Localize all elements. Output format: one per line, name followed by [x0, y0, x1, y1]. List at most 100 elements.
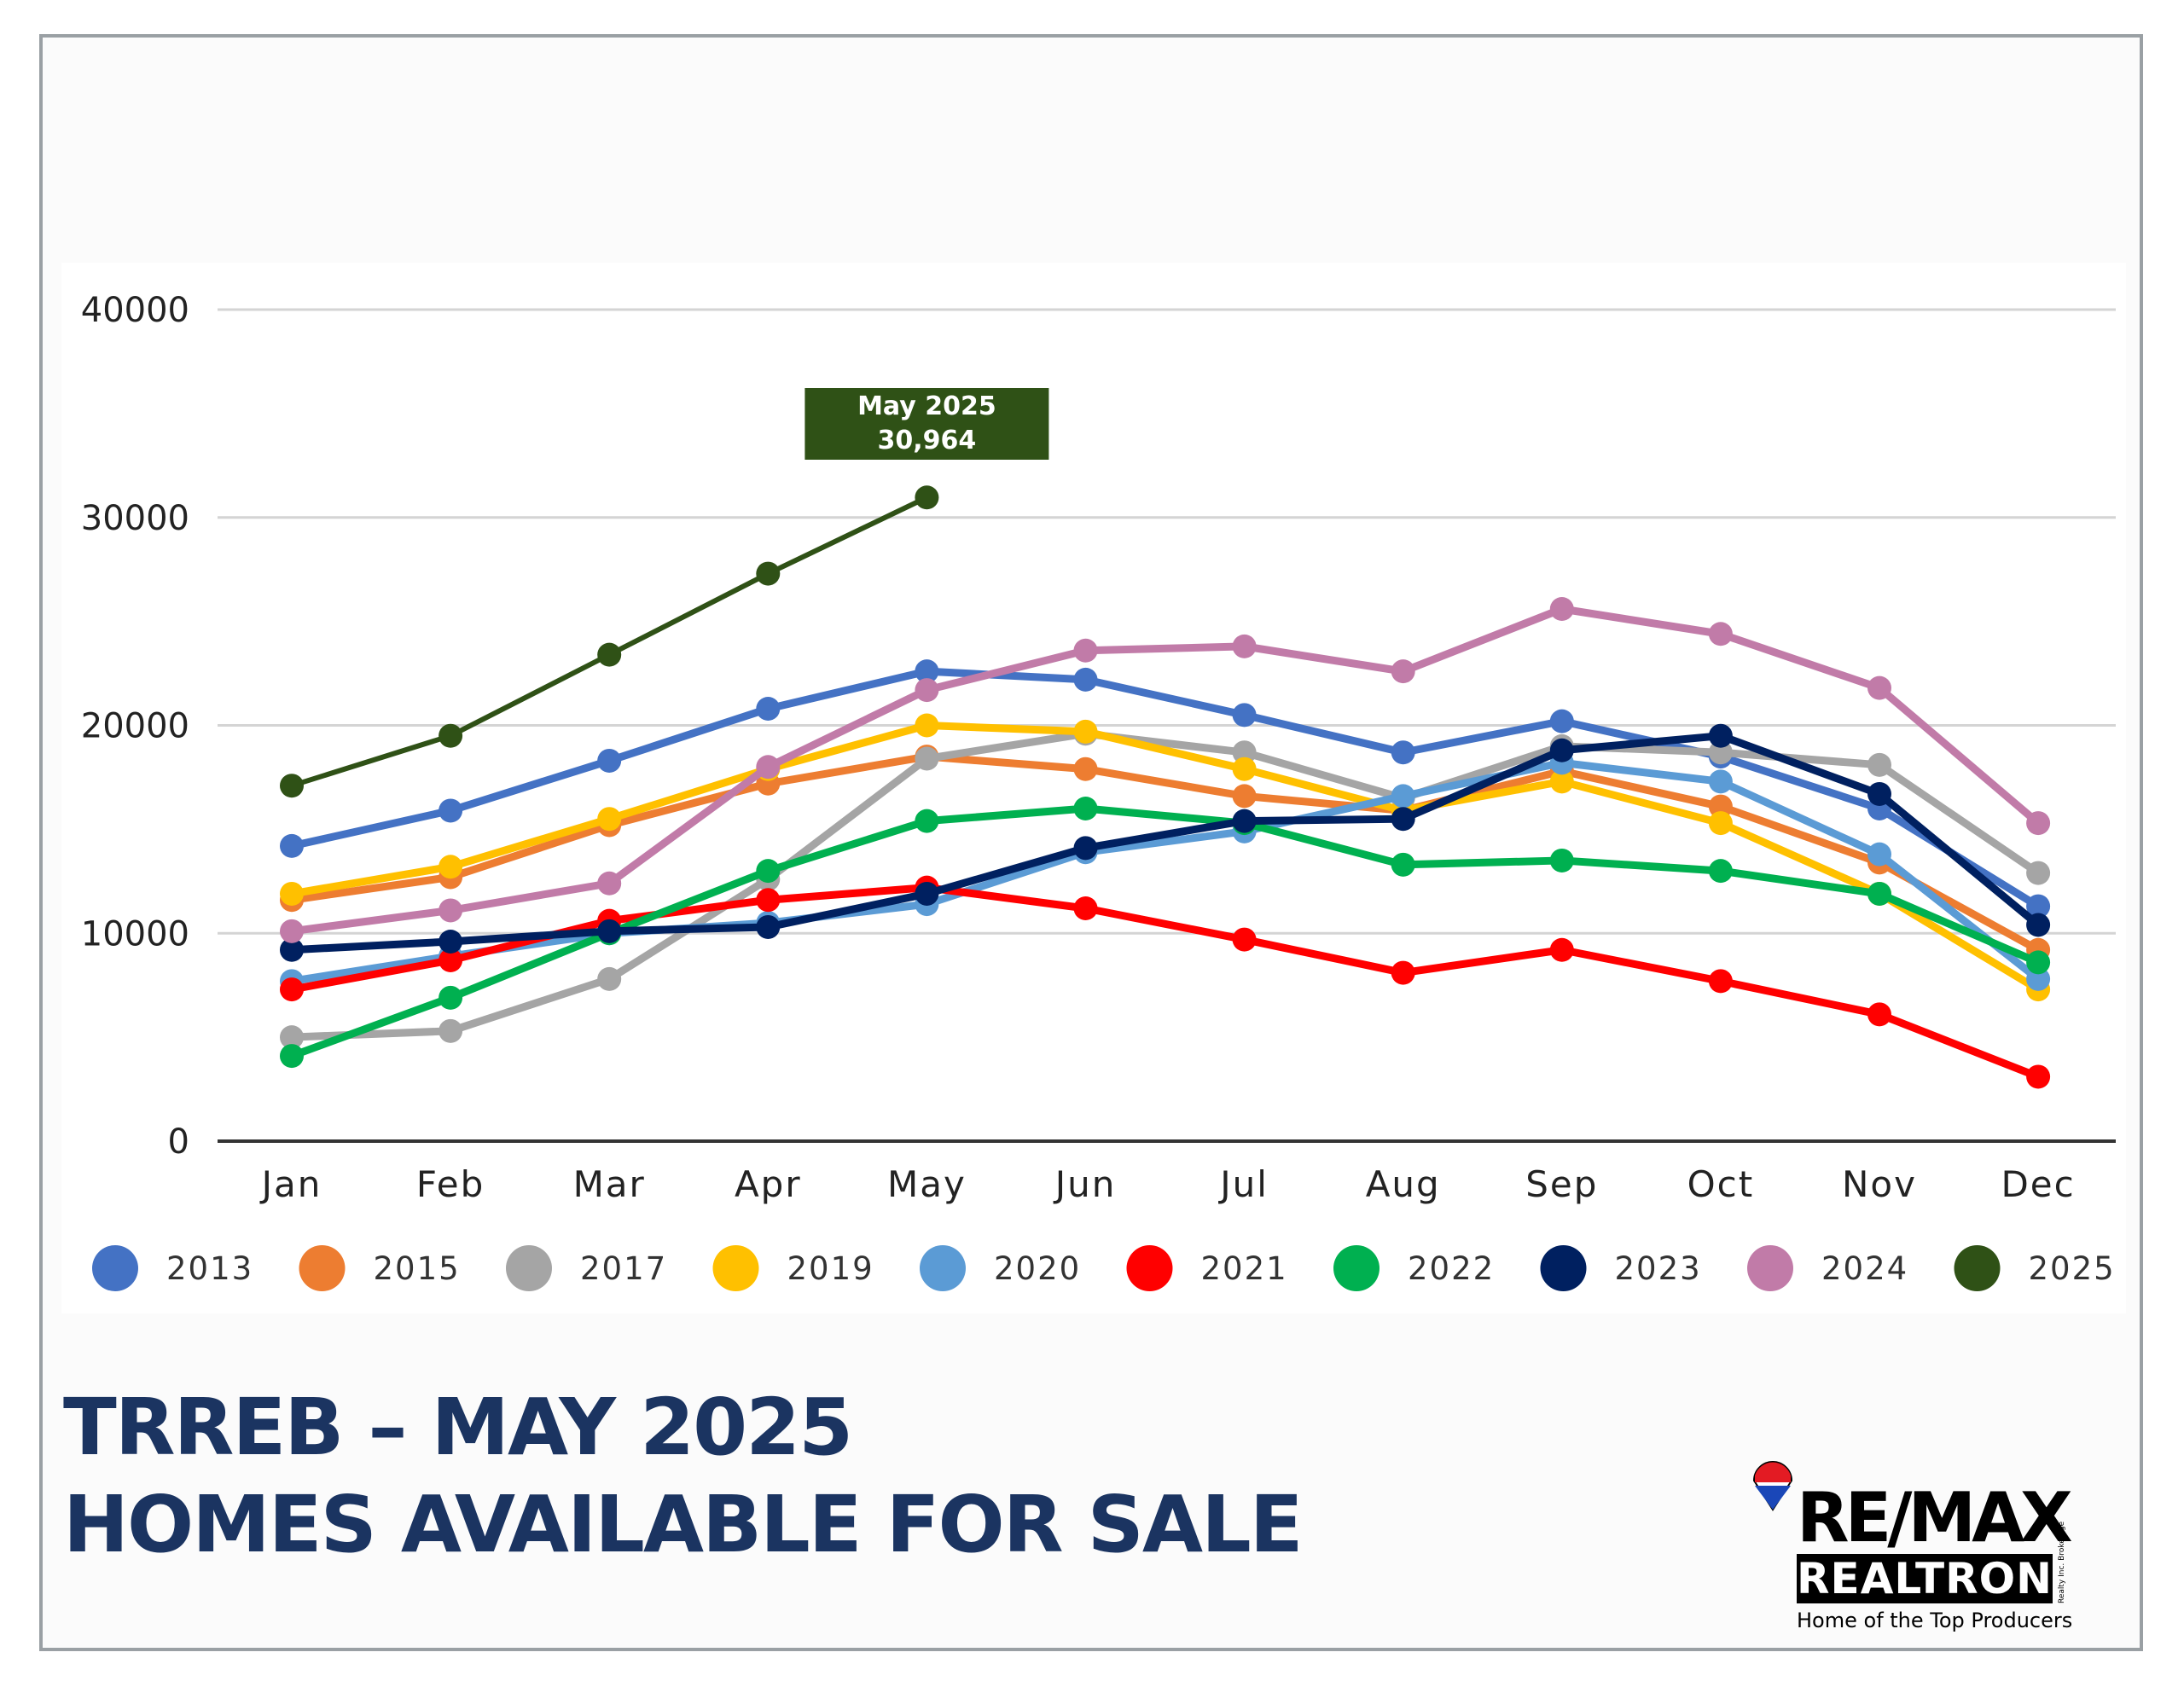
x-tick-label: Jul [1217, 1163, 1269, 1205]
logo-small-print: Realty Inc. Brokerage [2058, 1521, 2066, 1603]
data-point [1232, 809, 1257, 833]
data-point [439, 898, 463, 923]
data-point [2026, 811, 2051, 836]
annotation-label: May 2025 [857, 391, 996, 421]
data-point [280, 833, 304, 858]
data-point [280, 977, 304, 1002]
data-point [439, 1018, 463, 1043]
data-point [1549, 937, 1574, 962]
series-line [288, 804, 2042, 1060]
data-point [1549, 769, 1574, 794]
data-point [1867, 752, 1891, 777]
x-tick-label: Jun [1053, 1163, 1117, 1205]
data-point [2026, 966, 2051, 991]
series-2025 [280, 485, 939, 798]
series-2022 [280, 797, 2051, 1069]
logo-tagline: Home of the Top Producers [1797, 1609, 2073, 1632]
data-point [915, 881, 939, 906]
x-tick-label: Oct [1687, 1163, 1755, 1205]
data-point [597, 748, 622, 773]
legend-label: 2024 [1821, 1250, 1908, 1287]
data-point [1867, 781, 1891, 806]
legend-marker [920, 1245, 966, 1291]
series-line [288, 758, 2042, 985]
data-point [1391, 807, 1415, 832]
data-point [756, 561, 781, 586]
y-tick-label: 40000 [81, 291, 189, 330]
data-point [597, 807, 622, 832]
data-point [1073, 757, 1098, 781]
legend-label: 2020 [994, 1250, 1081, 1287]
series-2021 [280, 875, 2051, 1089]
y-tick-label: 0 [168, 1122, 189, 1162]
series-line [288, 722, 2042, 994]
data-point [1073, 896, 1098, 920]
legend-label: 2019 [787, 1250, 874, 1287]
legend-marker [1954, 1245, 2001, 1291]
x-tick-label: May [887, 1163, 967, 1205]
legend-label: 2015 [374, 1250, 461, 1287]
data-point [1867, 881, 1891, 906]
data-point [439, 948, 463, 972]
data-point [439, 985, 463, 1010]
data-point [2026, 913, 2051, 937]
legend-label: 2025 [2029, 1250, 2116, 1287]
data-point [1232, 740, 1257, 765]
data-point [280, 937, 304, 962]
data-point [1708, 969, 1733, 994]
data-point [2026, 1064, 2051, 1089]
data-point [1708, 723, 1733, 748]
data-point [915, 809, 939, 833]
series-2013 [280, 659, 2051, 919]
data-point [756, 755, 781, 780]
y-tick-label: 10000 [81, 914, 189, 954]
y-tick-label: 20000 [81, 707, 189, 746]
data-point [756, 914, 781, 939]
x-tick-label: Nov [1842, 1163, 1917, 1205]
legend-label: 2017 [580, 1250, 667, 1287]
legend-label: 2021 [1201, 1250, 1288, 1287]
legend-marker [506, 1245, 552, 1291]
data-point [597, 919, 622, 943]
data-point [1073, 667, 1098, 692]
data-point [915, 659, 939, 684]
legend-marker [1333, 1245, 1380, 1291]
data-point [1549, 597, 1574, 621]
data-point [597, 871, 622, 896]
series-2017 [280, 722, 2051, 1050]
data-point [915, 746, 939, 771]
series-2023 [280, 723, 2051, 962]
legend-marker [299, 1245, 346, 1291]
logo-name: REALTRON [1797, 1554, 2053, 1603]
data-point [1232, 757, 1257, 781]
data-point [1073, 638, 1098, 663]
data-point [1549, 738, 1574, 762]
data-point [756, 697, 781, 721]
remax-realtron-logo: RE/MAX REALTRON Realty Inc. Brokerage Ho… [1749, 1450, 2124, 1638]
data-point [1708, 859, 1733, 884]
series-line [289, 495, 930, 789]
data-point [915, 713, 939, 738]
data-point [1708, 794, 1733, 819]
series-line [288, 732, 2042, 954]
logo-brand: RE/MAX [1797, 1478, 2073, 1557]
x-tick-label: Aug [1366, 1163, 1441, 1205]
data-point [1867, 675, 1891, 700]
data-point [439, 930, 463, 954]
series-line [288, 752, 2042, 954]
legend-marker [712, 1245, 759, 1291]
data-point [1867, 842, 1891, 867]
series-line [288, 605, 2042, 936]
data-point [439, 723, 463, 748]
data-point [2026, 894, 2051, 919]
data-point [756, 859, 781, 884]
data-point [1232, 784, 1257, 809]
data-point [2026, 950, 2051, 975]
data-point [1391, 740, 1415, 765]
data-point [756, 888, 781, 913]
headline-title: TRREB – MAY 2025 [63, 1382, 853, 1473]
data-point [1549, 709, 1574, 733]
data-point [2026, 861, 2051, 885]
data-point [1073, 797, 1098, 820]
